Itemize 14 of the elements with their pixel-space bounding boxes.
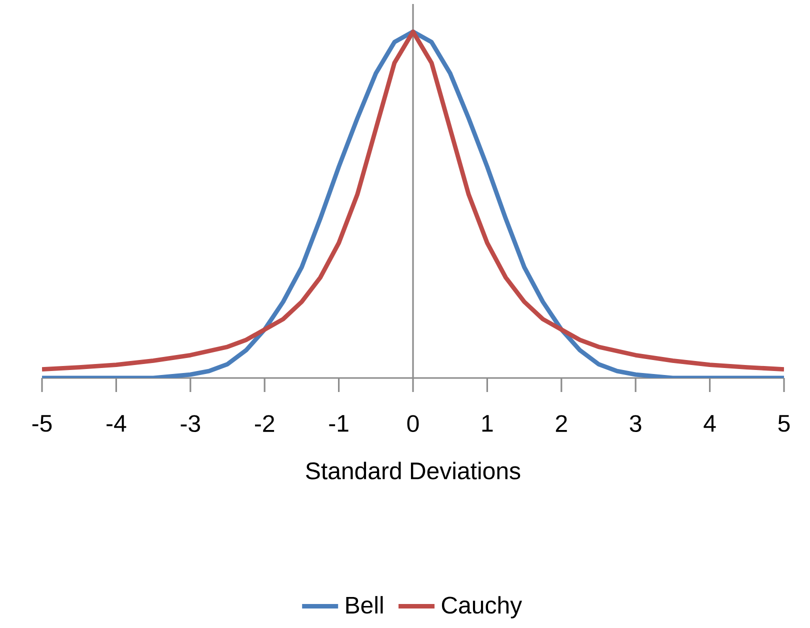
x-axis-title: Standard Deviations	[306, 462, 520, 480]
x-tick-label: -5	[32, 415, 52, 432]
legend-label: Bell	[346, 596, 383, 614]
x-tick-label: -2	[255, 415, 274, 432]
x-tick-label: 3	[630, 415, 642, 432]
legend-label: Cauchy	[442, 596, 522, 618]
x-tick-label: 1	[482, 415, 493, 432]
x-tick-label: -4	[106, 415, 126, 432]
x-tick-label: 4	[704, 415, 716, 432]
x-tick-label: 5	[778, 415, 790, 432]
x-tick-label: 0	[407, 415, 419, 432]
x-tick-label: -1	[329, 415, 348, 432]
x-tick-label: 2	[556, 415, 567, 432]
x-tick-label: -3	[180, 415, 200, 432]
